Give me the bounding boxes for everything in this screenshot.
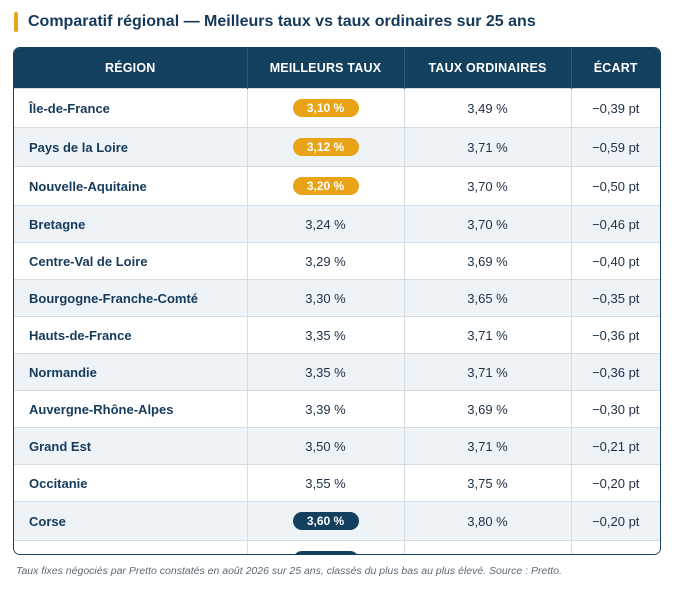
gap-cell: −0,20 pt [571, 464, 660, 502]
best-rate-cell: 3,24 % [247, 205, 405, 243]
region-cell: Grand Est [14, 427, 248, 465]
table-row: Provence-Alpes-Côte d'Azur 3,60 % 3,80 %−0… [14, 540, 660, 554]
table-row: Auvergne-Rhône-Alpes 3,39 % 3,69 % −0,30 pt [14, 390, 660, 428]
ordinary-rate-cell: 3,71 % [404, 353, 572, 391]
table-row: Île-de-France 3,10 % 3,49 % −0,39 pt [14, 88, 660, 128]
column-header-ordinary-rate: TAUX ORDINAIRES [404, 48, 572, 89]
region-cell: Auvergne-Rhône-Alpes [14, 390, 248, 428]
region-cell: Corse [14, 501, 248, 541]
gap-cell: −0,40 pt [571, 242, 660, 280]
best-rate-cell: 3,12 % [247, 127, 405, 167]
table-row: Bretagne 3,24 % 3,70 % −0,46 pt [14, 205, 660, 243]
table-row: Bourgogne-Franche-Comté 3,30 % 3,65 % −0,35… [14, 279, 660, 317]
gap-cell: −0,35 pt [571, 279, 660, 317]
table-row: Centre-Val de Loire 3,29 % 3,69 % −0,40 pt [14, 242, 660, 280]
region-cell: Occitanie [14, 464, 248, 502]
rates-table: RÉGION MEILLEURS TAUX TAUX ORDINAIRES ÉC… [14, 48, 660, 554]
table-row: Corse 3,60 % 3,80 % −0,20 pt [14, 501, 660, 541]
table-row: Occitanie 3,55 % 3,75 % −0,20 pt [14, 464, 660, 502]
column-header-region: RÉGION [14, 48, 248, 89]
ordinary-rate-cell: 3,75 % [404, 464, 572, 502]
region-cell: Bourgogne-Franche-Comté [14, 279, 248, 317]
lowest-rate-badge: 3,12 % [292, 138, 359, 156]
lowest-rate-badge: 3,20 % [292, 177, 359, 195]
gap-cell: −0,39 pt [571, 88, 660, 128]
gap-cell: −0,21 pt [571, 427, 660, 465]
table-row: Normandie 3,35 % 3,71 % −0,36 pt [14, 353, 660, 391]
column-header-best-rate: MEILLEURS TAUX [247, 48, 405, 89]
region-cell: Hauts-de-France [14, 316, 248, 354]
title-row: Comparatif régional — Meilleurs taux vs … [14, 11, 536, 33]
ordinary-rate-cell: 3,69 % [404, 390, 572, 428]
footnote: Taux fixes négociés par Pretto constatés… [16, 565, 562, 577]
best-rate-cell: 3,29 % [247, 242, 405, 280]
gap-cell: −0,36 pt [571, 316, 660, 354]
region-cell: Île-de-France [14, 88, 248, 128]
highest-rate-badge: 3,60 % [292, 551, 359, 554]
ordinary-rate-cell: 3,65 % [404, 279, 572, 317]
region-cell: Pays de la Loire [14, 127, 248, 167]
table-body: Île-de-France 3,10 % 3,49 % −0,39 pt Pays de… [14, 88, 660, 554]
column-header-gap: ÉCART [571, 48, 660, 89]
header-row: RÉGION MEILLEURS TAUX TAUX ORDINAIRES ÉC… [14, 48, 660, 89]
best-rate-cell: 3,20 % [247, 166, 405, 206]
page-title: Comparatif régional — Meilleurs taux vs … [28, 13, 536, 30]
gap-cell: −0,36 pt [571, 353, 660, 391]
region-cell: Bretagne [14, 205, 248, 243]
gap-cell: −0,59 pt [571, 127, 660, 167]
gap-cell: −0,46 pt [571, 205, 660, 243]
title-accent-bar [14, 12, 18, 32]
best-rate-cell: 3,10 % [247, 88, 405, 128]
best-rate-cell: 3,39 % [247, 390, 405, 428]
gap-cell: −0,50 pt [571, 166, 660, 206]
ordinary-rate-cell: 3,71 % [404, 427, 572, 465]
table-row: Nouvelle-Aquitaine 3,20 % 3,70 % −0,50 pt [14, 166, 660, 206]
best-rate-cell: 3,60 % [247, 501, 405, 541]
rates-table-container: RÉGION MEILLEURS TAUX TAUX ORDINAIRES ÉC… [13, 47, 661, 555]
gap-cell: −0,20 pt [571, 540, 660, 554]
ordinary-rate-cell: 3,70 % [404, 205, 572, 243]
region-cell: Provence-Alpes-Côte d'Azur [14, 540, 248, 554]
best-rate-cell: 3,50 % [247, 427, 405, 465]
ordinary-rate-cell: 3,71 % [404, 127, 572, 167]
table-row: Hauts-de-France 3,35 % 3,71 % −0,36 pt [14, 316, 660, 354]
table-header: RÉGION MEILLEURS TAUX TAUX ORDINAIRES ÉC… [14, 48, 660, 89]
ordinary-rate-cell: 3,70 % [404, 166, 572, 206]
gap-cell: −0,30 pt [571, 390, 660, 428]
best-rate-cell: 3,30 % [247, 279, 405, 317]
table-row: Pays de la Loire 3,12 % 3,71 % −0,59 pt [14, 127, 660, 167]
lowest-rate-badge: 3,10 % [292, 99, 359, 117]
best-rate-cell: 3,35 % [247, 353, 405, 391]
region-cell: Nouvelle-Aquitaine [14, 166, 248, 206]
table-row: Grand Est 3,50 % 3,71 % −0,21 pt [14, 427, 660, 465]
ordinary-rate-cell: 3,71 % [404, 316, 572, 354]
highest-rate-badge: 3,60 % [292, 512, 359, 530]
region-cell: Centre-Val de Loire [14, 242, 248, 280]
best-rate-cell: 3,55 % [247, 464, 405, 502]
best-rate-cell: 3,35 % [247, 316, 405, 354]
gap-cell: −0,20 pt [571, 501, 660, 541]
ordinary-rate-cell: 3,69 % [404, 242, 572, 280]
ordinary-rate-cell: 3,80 % [404, 540, 572, 554]
ordinary-rate-cell: 3,49 % [404, 88, 572, 128]
region-cell: Normandie [14, 353, 248, 391]
ordinary-rate-cell: 3,80 % [404, 501, 572, 541]
best-rate-cell: 3,60 % [247, 540, 405, 554]
